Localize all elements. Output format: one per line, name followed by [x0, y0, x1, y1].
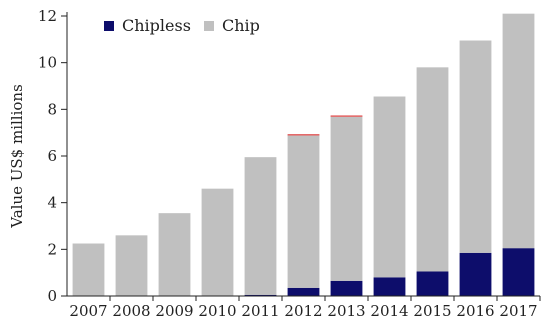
y-tick-label: 4	[47, 194, 57, 212]
bar-chip-2012	[287, 135, 320, 288]
y-tick-label: 12	[38, 7, 57, 25]
legend-swatch-chip	[204, 21, 214, 31]
bar-chip-2010	[201, 188, 234, 296]
x-tick-label: 2010	[198, 302, 236, 320]
bar-chip-2011	[244, 157, 277, 295]
y-tick-label: 0	[47, 287, 57, 305]
legend-label-chip: Chip	[222, 16, 260, 35]
x-tick-label: 2012	[284, 302, 322, 320]
bar-chip-2013	[330, 116, 363, 281]
legend: Chipless Chip	[104, 16, 260, 35]
bar-chipless-2011	[244, 294, 277, 296]
bar-chip-2008	[115, 235, 148, 296]
bar-chipless-2017	[502, 248, 535, 296]
bar-chip-2015	[416, 67, 449, 272]
bar-chip-2014	[373, 96, 406, 278]
x-tick-label: 2009	[155, 302, 193, 320]
x-tick-label: 2016	[456, 302, 494, 320]
x-tick-label: 2014	[370, 302, 408, 320]
x-axis: 2007 2008 2009 2010 2011 2012 2013 2014 2015 2016…	[67, 295, 541, 320]
x-tick-label: 2011	[241, 302, 279, 320]
y-tick-label: 6	[47, 147, 57, 165]
bar-chipless-2012	[287, 287, 320, 296]
x-tick-label: 2007	[69, 302, 107, 320]
bar-chip-2017	[502, 13, 535, 249]
x-tick-label: 2017	[499, 302, 537, 320]
bar-chipless-2014	[373, 277, 406, 296]
bar-chipless-2013	[330, 280, 363, 296]
bar-chipless-2016	[459, 252, 492, 296]
x-tick-label: 2013	[327, 302, 365, 320]
bar-chip-2009	[158, 213, 191, 296]
x-tick-label: 2008	[112, 302, 150, 320]
y-tick-label: 2	[47, 240, 57, 258]
bar-top-accent-2012	[287, 134, 320, 136]
legend-label-chipless: Chipless	[122, 16, 191, 35]
y-tick-label: 8	[47, 100, 57, 118]
x-tick-label: 2015	[413, 302, 451, 320]
legend-swatch-chipless	[104, 21, 114, 31]
bar-chip-2007	[72, 243, 105, 296]
bar-chipless-2015	[416, 271, 449, 296]
bar-top-accent-2013	[330, 115, 363, 117]
y-axis: 0 2 4 6 8 10 12	[38, 7, 68, 305]
y-axis-title: Value US$ millions	[8, 84, 26, 229]
bar-chip-2016	[459, 40, 492, 253]
plot-area	[72, 13, 535, 296]
y-tick-label: 10	[38, 54, 57, 72]
